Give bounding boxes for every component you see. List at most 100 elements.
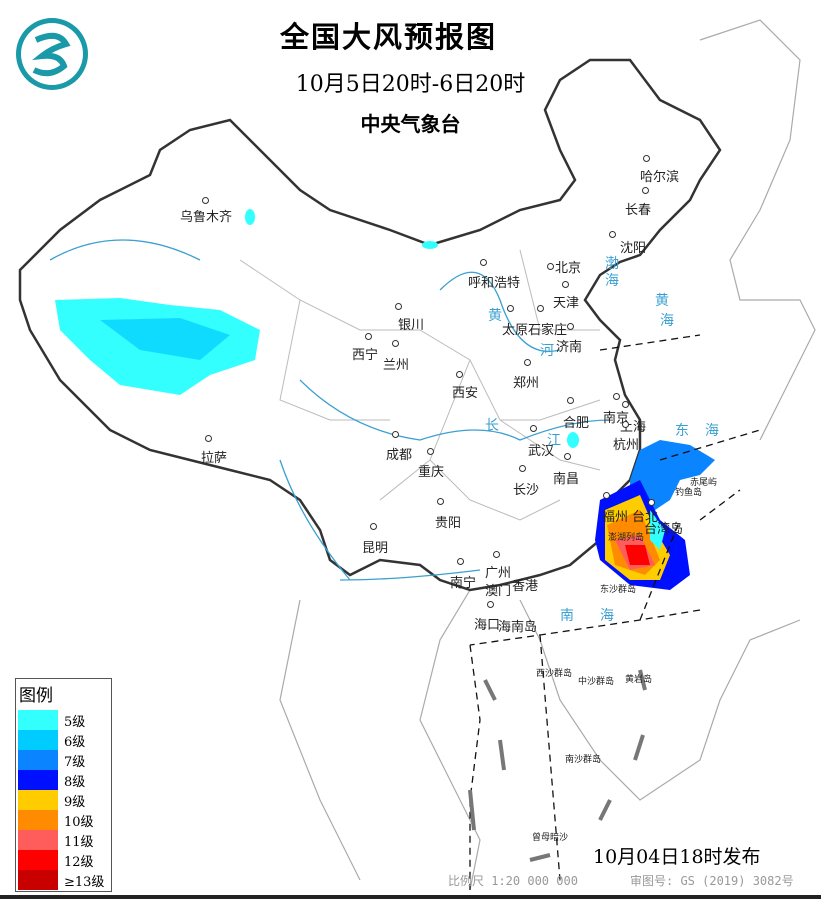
legend-item: 5级: [16, 710, 111, 730]
issuer: 中央气象台: [360, 112, 461, 136]
legend-label: 10级: [64, 814, 94, 830]
place-label: 曾母暗沙: [532, 833, 569, 843]
city-dot-icon: [370, 523, 377, 530]
logo: [16, 18, 88, 90]
legend-swatch: [18, 850, 58, 870]
sea-river-label: 长: [485, 418, 499, 434]
city-dot-icon: [392, 340, 399, 347]
city-label: 长沙: [513, 483, 540, 498]
legend-item: 7级: [16, 750, 111, 770]
city-dot-icon: [530, 425, 537, 432]
city-dot-icon: [457, 558, 464, 565]
city-label: 哈尔滨: [640, 170, 680, 185]
sea-boundary-dashed: [469, 334, 761, 890]
map-review-number: 审图号: GS (2019) 3082号: [630, 874, 794, 888]
legend-swatch: [18, 730, 58, 750]
city-dot-icon: [507, 305, 514, 312]
city-dot-icon: [564, 453, 571, 460]
city-dot-icon: [648, 499, 655, 506]
city-dot-icon: [487, 601, 494, 608]
nine-dash-line: [468, 669, 647, 862]
city-label: 南昌: [553, 472, 580, 487]
city-label: 福州: [602, 510, 629, 525]
place-label: 黄岩岛: [625, 675, 653, 685]
city-label: 台北: [632, 510, 659, 525]
sea-river-label: 海: [705, 423, 719, 439]
city-label: 呼和浩特: [468, 276, 521, 291]
city-dot-icon: [547, 263, 554, 270]
map-scale: 比例尺 1:20 000 000: [448, 874, 578, 888]
city-label: 重庆: [418, 465, 445, 480]
legend-item: 9级: [16, 790, 111, 810]
city-label: 拉萨: [201, 451, 228, 466]
city-label: 武汉: [528, 444, 555, 459]
sea-river-label: 黄: [488, 308, 502, 324]
legend-label: 8级: [64, 774, 86, 790]
city-label: 贵阳: [435, 516, 462, 531]
city-label: 石家庄: [528, 323, 568, 338]
legend-swatch: [18, 810, 58, 830]
city-label: 昆明: [362, 541, 389, 556]
legend-item: 10级: [16, 810, 111, 830]
legend-swatch: [18, 710, 58, 730]
legend-item: 6级: [16, 730, 111, 750]
city-dot-icon: [365, 333, 372, 340]
place-label: 海南岛: [498, 620, 538, 635]
city-dot-icon: [427, 448, 434, 455]
city-dot-icon: [480, 259, 487, 266]
legend-swatch: [18, 750, 58, 770]
map-title: 全国大风预报图: [279, 20, 497, 54]
issue-time: 10月04日18时发布: [593, 846, 761, 868]
city-dot-icon: [562, 281, 569, 288]
rivers: [49, 239, 611, 581]
sea-river-label: 海: [600, 608, 614, 624]
legend-item: 8级: [16, 770, 111, 790]
legend-label: ≥13级: [64, 874, 105, 890]
city-dot-icon: [613, 393, 620, 400]
sea-river-label: 南: [560, 608, 574, 624]
place-label: 西沙群岛: [536, 669, 573, 679]
city-label: 郑州: [513, 376, 540, 391]
sea-river-label: 黄: [655, 293, 669, 309]
city-dot-icon: [603, 492, 610, 499]
city-label: 香港: [512, 579, 539, 594]
place-label: 台湾岛: [644, 522, 684, 537]
wind-area-5-6: [55, 209, 579, 448]
city-dot-icon: [437, 498, 444, 505]
legend-label: 9级: [64, 794, 86, 810]
place-label: 澎湖列岛: [608, 533, 645, 543]
city-label: 澳门: [485, 584, 512, 599]
sea-river-label: 东: [675, 423, 689, 439]
city-label: 乌鲁木齐: [180, 210, 233, 225]
city-dot-icon: [395, 303, 402, 310]
legend: 图例 5级 6级 7级 8级 9级 10级 11级 12级 ≥13级: [15, 678, 112, 892]
legend-swatch: [18, 770, 58, 790]
city-label: 南宁: [450, 576, 477, 591]
legend-swatch: [18, 790, 58, 810]
sea-river-label: 海: [605, 273, 619, 289]
legend-item: ≥13级: [16, 870, 111, 890]
city-dot-icon: [456, 371, 463, 378]
city-dot-icon: [519, 465, 526, 472]
city-label: 长春: [625, 203, 652, 218]
city-label: 北京: [555, 261, 582, 276]
sea-river-label: 渤: [605, 256, 619, 272]
city-label: 兰州: [383, 358, 410, 373]
neighbor-coast: [279, 19, 816, 891]
city-dot-icon: [202, 197, 209, 204]
legend-item: 12级: [16, 850, 111, 870]
city-dot-icon: [567, 323, 574, 330]
place-label: 钓鱼岛: [675, 488, 703, 498]
city-label: 合肥: [563, 416, 590, 431]
legend-label: 6级: [64, 734, 86, 750]
sea-river-label: 海: [660, 313, 674, 329]
city-label: 西宁: [352, 348, 379, 363]
sea-river-label: 河: [540, 343, 554, 359]
city-label: 沈阳: [620, 241, 647, 256]
city-label: 天津: [553, 296, 580, 311]
city-dot-icon: [493, 551, 500, 558]
city-label: 杭州: [613, 438, 640, 453]
province-borders: [239, 249, 601, 521]
china-border: [18, 58, 722, 592]
